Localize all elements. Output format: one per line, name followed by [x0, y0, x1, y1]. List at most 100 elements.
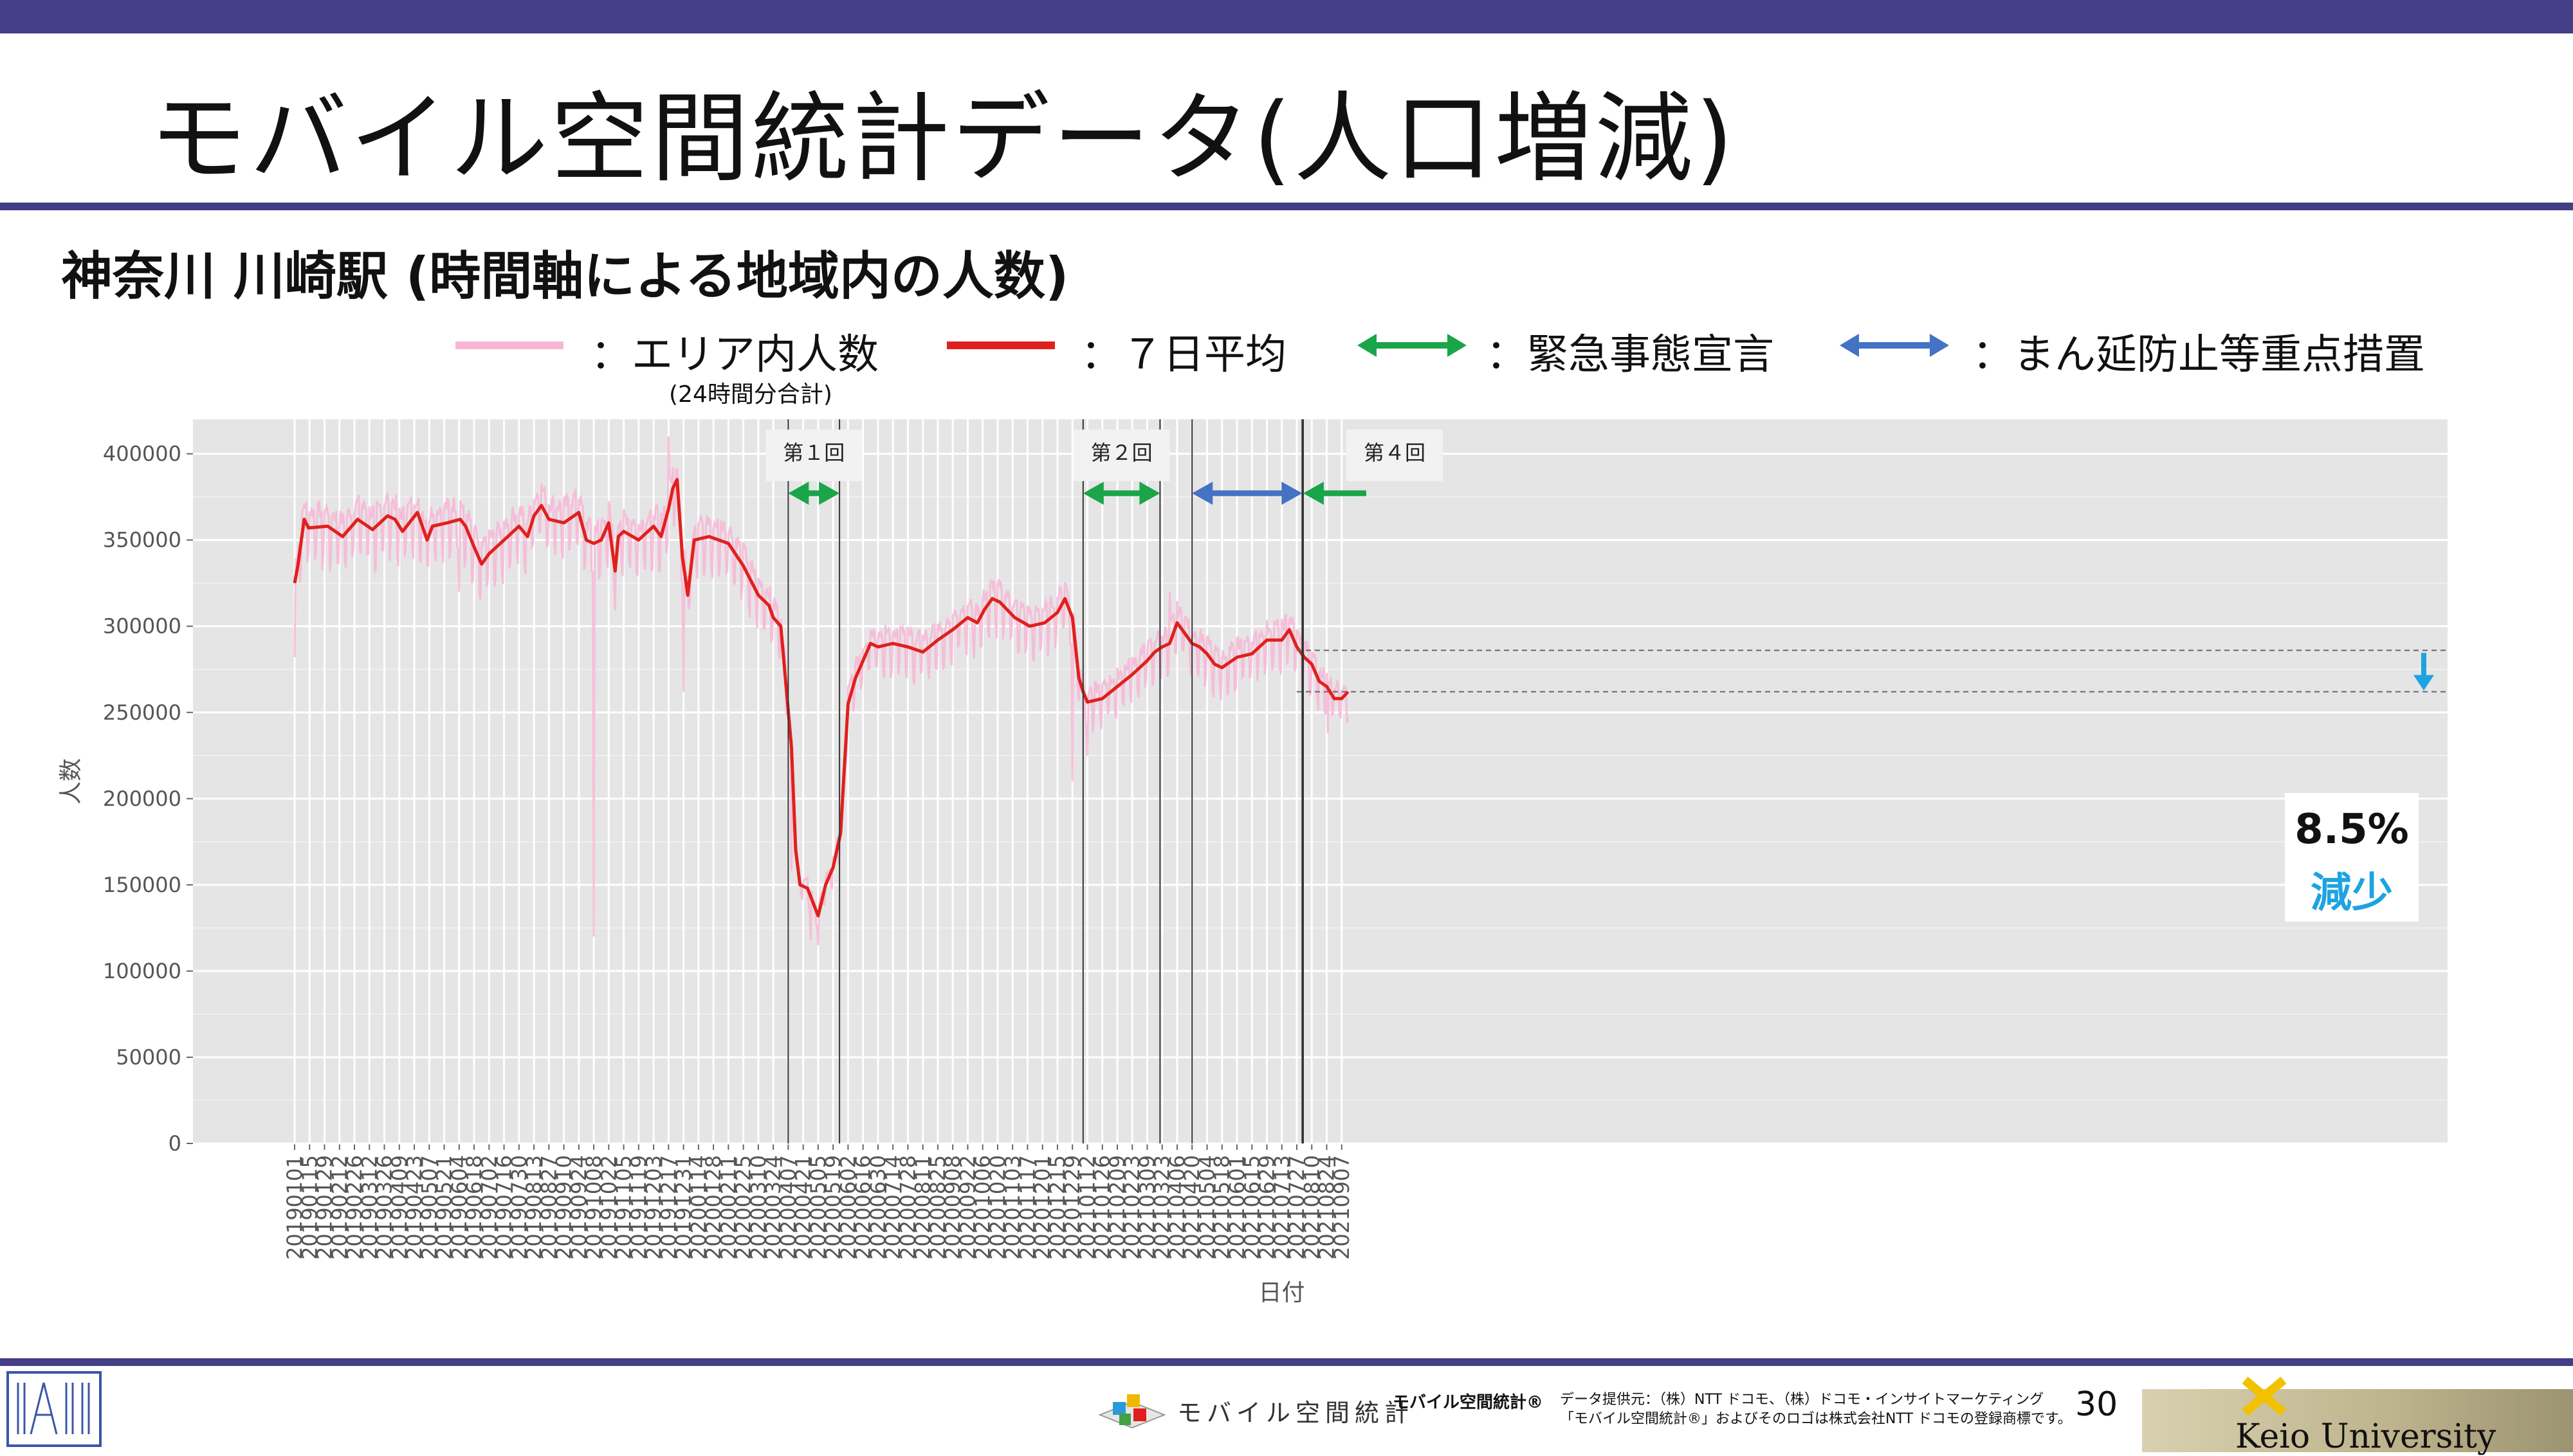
y-tick-label: 100000 — [103, 959, 181, 983]
legend-area-note: (24時間分合計) — [669, 381, 832, 408]
x-tick-label: 20210223 — [1120, 1155, 1144, 1260]
event-arrow-head — [819, 482, 840, 505]
x-tick-label: 20200908 — [940, 1155, 965, 1260]
event-label-box — [1073, 430, 1170, 481]
x-tick-label: 20190115 — [297, 1155, 322, 1260]
x-tick-label: 20190521 — [432, 1155, 457, 1260]
decrease-percent: 8.5% — [2294, 806, 2409, 853]
x-tick-label: 20200922 — [955, 1155, 980, 1260]
event-arrow-head — [1139, 482, 1160, 505]
y-tick-label: 150000 — [103, 873, 181, 897]
y-tick-label: 250000 — [103, 700, 181, 725]
x-tick-label: 20201020 — [985, 1155, 1010, 1260]
x-tick-label: 20200811 — [911, 1155, 935, 1260]
x-tick-label: 20191203 — [641, 1155, 666, 1260]
x-tick-label: 20200128 — [701, 1155, 726, 1260]
x-tick-label: 20201117 — [1015, 1155, 1039, 1260]
x-tick-label: 20190716 — [492, 1155, 517, 1260]
x-tick-label: 20191119 — [627, 1155, 651, 1260]
x-tick-label: 20190129 — [313, 1155, 337, 1260]
x-tick-label: 20191105 — [612, 1155, 636, 1260]
x-tick-label: 20210323 — [1150, 1155, 1175, 1260]
pen-cross-icon — [2242, 1376, 2287, 1416]
y-tick-label: 0 — [169, 1131, 181, 1156]
x-tick-label: 20190604 — [447, 1155, 472, 1260]
x-tick-label: 20190730 — [507, 1155, 531, 1260]
x-tick-label: 20210629 — [1255, 1155, 1279, 1260]
x-tick-label: 20210504 — [1195, 1155, 1219, 1260]
x-tick-label: 20210907 — [1330, 1155, 1354, 1260]
event-arrow-head — [788, 482, 809, 505]
x-tick-label: 20190226 — [342, 1155, 367, 1260]
university-name: Keio University — [2235, 1417, 2496, 1456]
event-arrow-head — [1192, 482, 1213, 505]
x-tick-label: 20190326 — [372, 1155, 397, 1260]
top-bar — [0, 0, 2573, 33]
x-tick-label: 20190618 — [462, 1155, 486, 1260]
x-tick-label: 20210112 — [1075, 1155, 1099, 1260]
legend-manen-label: ：まん延防止等重点措置 — [1972, 331, 2425, 379]
x-tick-label: 20210713 — [1270, 1155, 1294, 1260]
brand-text: モバイル空間統計 — [1177, 1399, 1415, 1427]
x-tick-label: 20190423 — [402, 1155, 426, 1260]
x-tick-label: 20200825 — [926, 1155, 950, 1260]
chart-subtitle: 神奈川 川崎駅 (時間軸による地域内の人数) — [61, 246, 1069, 306]
x-tick-label: 20210810 — [1299, 1155, 1324, 1260]
x-tick-label: 20200602 — [836, 1155, 860, 1260]
legend-area-swatch — [455, 341, 563, 349]
x-tick-label: 20190813 — [522, 1155, 546, 1260]
y-axis-title: 人数 — [58, 758, 84, 805]
legend-emergency-label: ：緊急事態宣言 — [1486, 331, 1774, 379]
legend-emergency-arrow — [1357, 334, 1467, 357]
brand-logo: モバイル空間統計 — [1094, 1383, 1544, 1434]
x-tick-label: 20200728 — [895, 1155, 920, 1260]
event-arrow-head — [1281, 482, 1303, 505]
x-tick-label: 20200421 — [791, 1155, 816, 1260]
decrease-callout: 8.5% 減少 — [2285, 793, 2419, 922]
event-arrow-head — [1303, 482, 1324, 505]
y-tick-label: 350000 — [103, 528, 181, 552]
x-tick-label: 20201215 — [1045, 1155, 1070, 1260]
page-title: モバイル空間統計データ(人口増減) — [149, 82, 1736, 196]
credit-line-1: データ提供元：（株）NTT ドコモ、（株）ドコモ・インサイトマーケティング — [1560, 1392, 2044, 1408]
event-label-box — [1346, 430, 1443, 481]
x-tick-label: 20191008 — [581, 1155, 606, 1260]
x-tick-label: 20201103 — [1000, 1155, 1025, 1260]
x-tick-label: 20210406 — [1165, 1155, 1189, 1260]
event-label-box — [765, 430, 863, 481]
page-number: 30 — [2075, 1385, 2118, 1424]
x-tick-label: 20210126 — [1090, 1155, 1115, 1260]
x-tick-label: 20190409 — [387, 1155, 412, 1260]
legend: ：エリア内人数 (24時間分合計) ：７日平均 ：緊急事態宣言 ：まん延防止等重… — [0, 0, 2573, 412]
x-tick-label: 20210601 — [1225, 1155, 1249, 1260]
x-tick-label: 20210727 — [1285, 1155, 1309, 1260]
x-tick-label: 20200225 — [731, 1155, 756, 1260]
x-tick-label: 20200324 — [761, 1155, 785, 1260]
x-tick-label: 20190827 — [536, 1155, 561, 1260]
x-tick-label: 20190924 — [567, 1155, 591, 1260]
daily-series-line — [293, 436, 1350, 945]
x-tick-label: 20200630 — [866, 1155, 890, 1260]
x-axis-title: 日付 — [1258, 1280, 1305, 1306]
x-tick-label: 20210615 — [1240, 1155, 1264, 1260]
x-tick-label: 20201229 — [1060, 1155, 1085, 1260]
x-tick-label: 20210518 — [1210, 1155, 1234, 1260]
x-tick-label: 20191231 — [672, 1155, 696, 1260]
x-tick-label: 20200310 — [746, 1155, 771, 1260]
decrease-word: 減少 — [2311, 869, 2393, 917]
x-tick-label: 20210824 — [1315, 1155, 1339, 1260]
avg-series-line — [293, 478, 1350, 918]
population-chart: 2019010120190115201901292019021220190226… — [58, 419, 2448, 1306]
x-tick-label: 20200211 — [716, 1155, 740, 1260]
x-tick-label: 20210309 — [1135, 1155, 1159, 1260]
legend-avg-label: ：７日平均 — [1081, 331, 1286, 379]
x-tick-label: 20191022 — [596, 1155, 621, 1260]
event-label: 第４回 — [1364, 441, 1425, 465]
x-tick-label: 20200616 — [851, 1155, 875, 1260]
x-tick-label: 20190212 — [327, 1155, 352, 1260]
x-tick-label: 20201006 — [971, 1155, 995, 1260]
registered-mark-text: モバイル空間統計® — [1393, 1393, 1544, 1412]
x-tick-label: 20200519 — [821, 1155, 845, 1260]
x-tick-label: 20200114 — [686, 1155, 711, 1260]
x-tick-label: 20200505 — [806, 1155, 830, 1260]
